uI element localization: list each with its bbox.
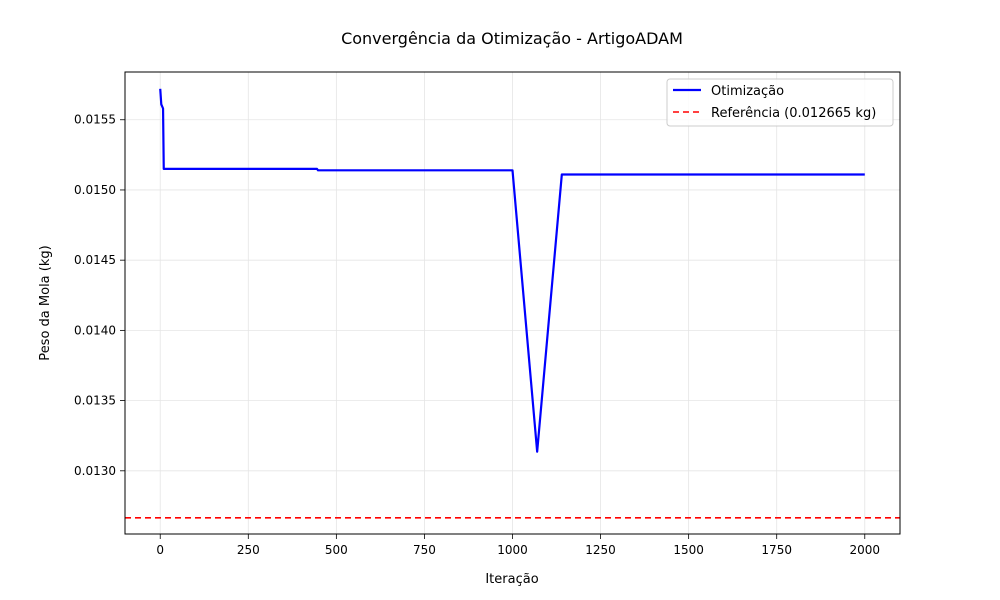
x-tick-label: 750 xyxy=(413,543,436,557)
legend-box xyxy=(666,78,894,127)
y-tick-label: 0.0135 xyxy=(74,394,116,408)
x-tick-label: 1500 xyxy=(673,543,704,557)
x-tick-label: 250 xyxy=(237,543,260,557)
x-tick-label: 500 xyxy=(325,543,348,557)
y-tick-label: 0.0140 xyxy=(74,323,116,337)
y-tick-label: 0.0155 xyxy=(74,113,116,127)
legend: Otimização Referência (0.012665 kg) xyxy=(666,78,894,127)
x-tick-label: 1000 xyxy=(497,543,528,557)
series-line-optimization xyxy=(159,88,865,453)
y-tick-label: 0.0130 xyxy=(74,464,116,478)
x-tick-label: 2000 xyxy=(849,543,880,557)
x-tick-label: 1750 xyxy=(761,543,792,557)
grid xyxy=(125,72,900,534)
y-tick-label: 0.0145 xyxy=(74,253,116,267)
y-axis-ticks: 0.0130 0.0135 0.0140 0.0145 0.0150 0.0155 xyxy=(74,113,125,478)
legend-label-optimization: Otimização xyxy=(711,84,784,99)
legend-label-reference: Referência (0.012665 kg) xyxy=(711,106,876,121)
x-axis-ticks: 0 250 500 750 1000 1250 1500 1750 2000 xyxy=(156,534,880,557)
chart-title: Convergência da Otimização - ArtigoADAM xyxy=(341,29,683,48)
y-axis-label: Peso da Mola (kg) xyxy=(38,245,53,360)
x-tick-label: 0 xyxy=(156,543,164,557)
x-tick-label: 1250 xyxy=(585,543,616,557)
x-axis-label: Iteração xyxy=(485,572,538,587)
plot-series xyxy=(125,88,900,519)
y-tick-label: 0.0150 xyxy=(74,183,116,197)
